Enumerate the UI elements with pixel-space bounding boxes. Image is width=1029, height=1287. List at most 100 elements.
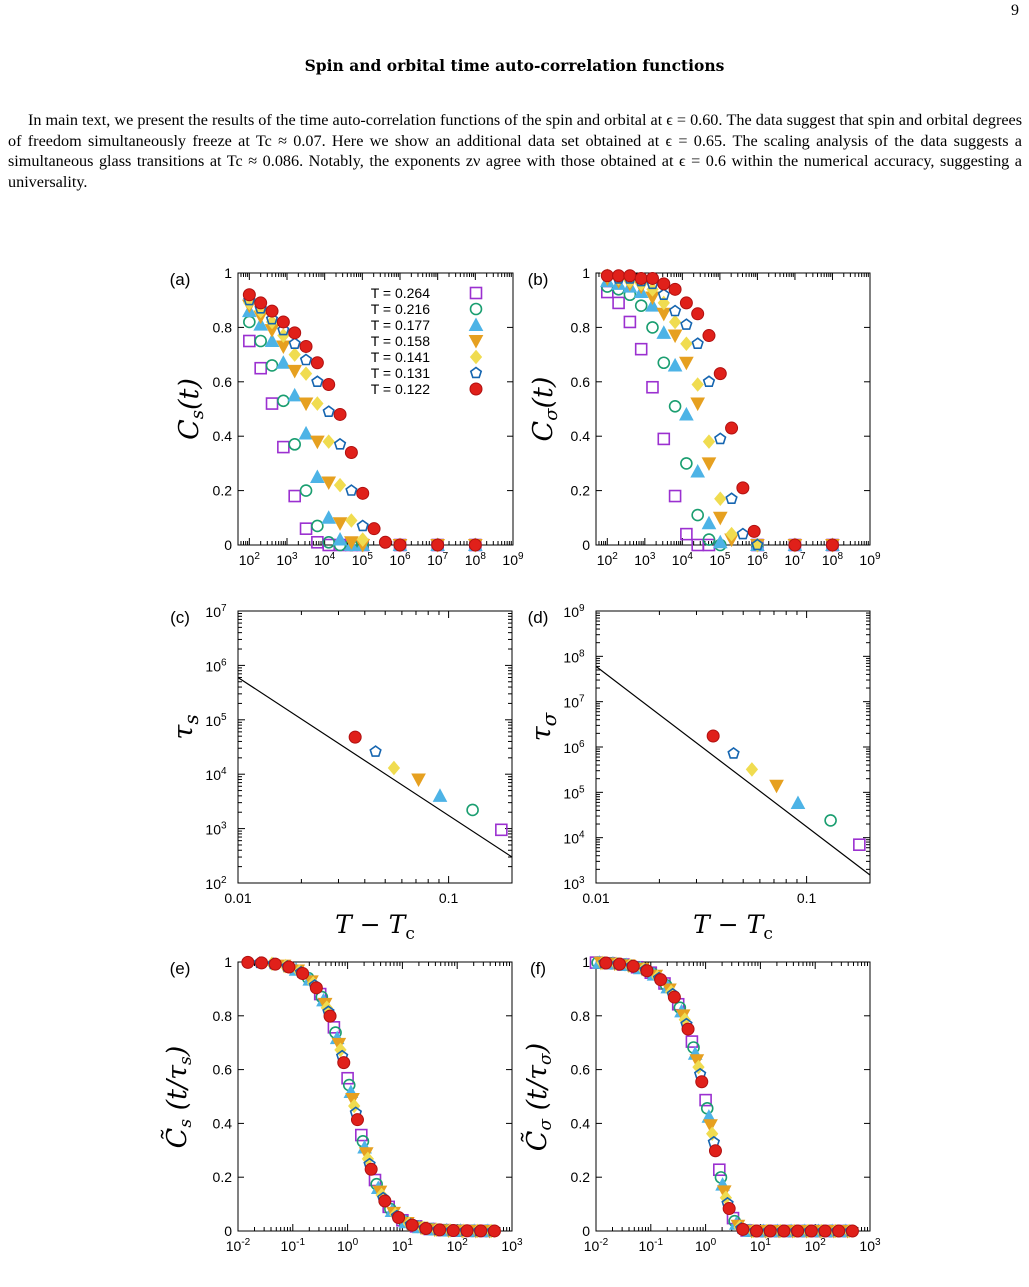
data-point: [298, 397, 314, 412]
fit-line: [595, 665, 871, 876]
data-point: [751, 538, 764, 551]
data-point: [680, 457, 693, 470]
x-tick-label: 105: [709, 551, 731, 568]
x-tick-label: 102: [597, 551, 619, 568]
data-point: [356, 486, 370, 500]
data-point: [264, 333, 280, 347]
data-point: [287, 364, 303, 379]
data-point: [845, 1224, 859, 1238]
legend-label: T = 0.122: [371, 381, 431, 397]
y-tick-label: 0.4: [571, 1115, 591, 1131]
data-point: [243, 315, 256, 329]
legend-marker: [469, 366, 483, 379]
data-point: [645, 271, 659, 285]
plot-frame: [237, 961, 513, 1232]
data-point: [277, 394, 290, 408]
legend-marker: [468, 317, 484, 331]
data-point: [690, 397, 706, 412]
data-point: [685, 1035, 699, 1048]
data-point: [277, 440, 290, 454]
legend-label: T = 0.264: [371, 285, 431, 301]
data-point: [708, 1144, 722, 1158]
data-point: [268, 957, 282, 971]
y-tick-label: 0.2: [571, 1169, 591, 1185]
data-point: [679, 406, 694, 421]
x-tick-label: 102: [447, 1237, 469, 1254]
x-tick-label: 103: [501, 1237, 523, 1254]
data-point: [788, 538, 802, 552]
data-point: [253, 317, 269, 331]
data-point: [725, 492, 738, 505]
data-point: [299, 353, 313, 366]
x-tick-label: 109: [502, 551, 524, 568]
y-tick-label: 0: [582, 1223, 590, 1239]
x-tick-label: 10-1: [639, 1237, 664, 1254]
data-point: [299, 522, 313, 535]
data-point: [702, 533, 716, 546]
page-number: 9: [1011, 2, 1019, 19]
legend-label: T = 0.131: [371, 365, 431, 381]
data-point: [736, 481, 750, 495]
y-tick-label: 1: [582, 265, 590, 281]
data-point: [333, 477, 347, 493]
data-point: [364, 1162, 378, 1176]
y-tick-label: 0.8: [213, 319, 233, 335]
data-point: [298, 425, 314, 440]
data-point: [432, 788, 448, 802]
data-point: [356, 532, 369, 547]
data-point: [322, 535, 336, 549]
data-point: [657, 356, 671, 370]
y-tick-label: 0.6: [571, 374, 591, 390]
data-point: [474, 1224, 488, 1238]
data-point: [681, 1022, 695, 1036]
data-point: [468, 538, 482, 552]
data-point: [700, 1102, 714, 1115]
legend-label: T = 0.177: [371, 317, 431, 333]
y-tick-label: 0.4: [213, 1115, 233, 1131]
data-point: [433, 1223, 447, 1237]
x-tick-label: 102: [239, 551, 261, 568]
data-point: [387, 760, 401, 776]
data-point: [288, 489, 301, 503]
data-point: [699, 1093, 712, 1107]
data-point: [296, 967, 310, 981]
data-point: [706, 729, 720, 743]
data-point: [332, 517, 348, 531]
data-point: [668, 314, 682, 330]
data-point: [276, 315, 290, 329]
y-tick-label: 0.2: [571, 483, 591, 499]
data-point: [344, 446, 358, 460]
data-point: [646, 321, 659, 334]
y-tick-label: 0.4: [213, 428, 233, 444]
x-tick-label: 100: [695, 1237, 717, 1254]
y-axis-label-taus: τs: [168, 714, 203, 739]
data-point: [419, 1221, 433, 1235]
data-point: [736, 527, 750, 540]
x-tick-label: 101: [392, 1237, 414, 1254]
data-point: [411, 773, 426, 788]
data-point: [702, 434, 716, 449]
data-point: [309, 981, 323, 995]
data-point: [367, 522, 381, 536]
data-point: [679, 356, 694, 371]
x-tick-label: 109: [859, 551, 881, 568]
plot-frame: [595, 610, 871, 884]
data-point: [460, 1224, 474, 1238]
data-point: [689, 1054, 705, 1068]
data-point: [750, 1224, 764, 1238]
data-point: [623, 315, 637, 329]
data-point: [725, 526, 738, 542]
x-tick-label: 0.01: [224, 890, 251, 906]
data-point: [680, 527, 693, 541]
data-point: [791, 1224, 805, 1238]
x-axis-label: T − Tc: [693, 910, 773, 944]
data-point: [299, 366, 313, 381]
data-point: [446, 1224, 460, 1238]
data-point: [818, 1224, 832, 1238]
data-point: [378, 1194, 392, 1208]
data-point: [345, 513, 358, 528]
data-point: [333, 407, 347, 421]
x-tick-label: 106: [389, 551, 411, 568]
data-point: [695, 1075, 709, 1089]
